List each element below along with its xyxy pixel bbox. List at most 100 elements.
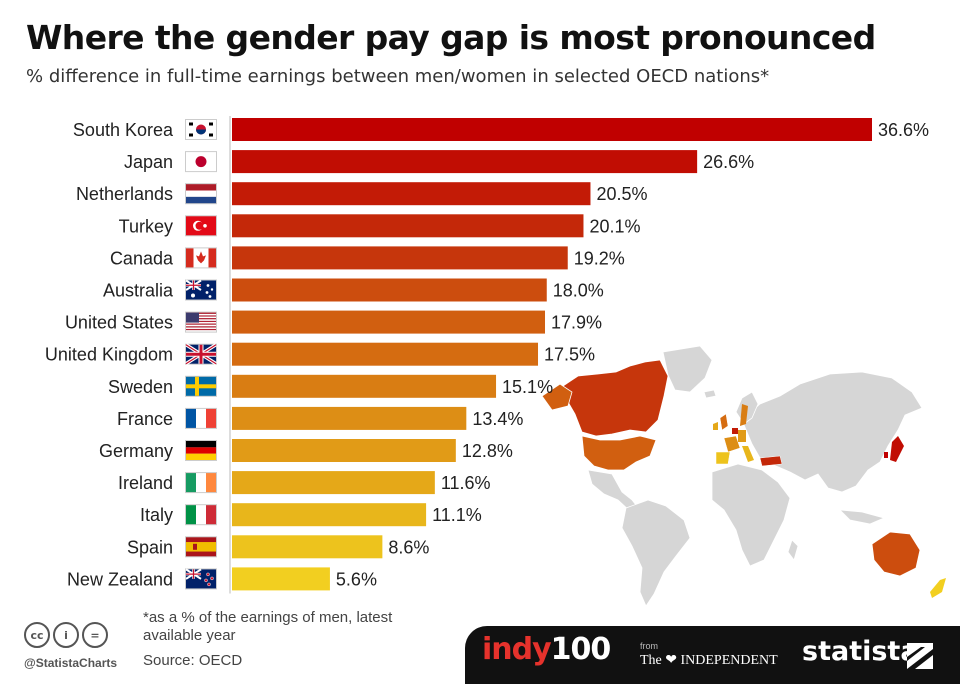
spain-flag-icon: [185, 536, 217, 558]
greenland-shape: [662, 345, 713, 393]
bar-germany: [232, 439, 456, 462]
category-label: New Zealand: [67, 569, 173, 589]
footnote: *as a % of the earnings of men, latest a…: [143, 609, 393, 644]
statista-logo: statista: [802, 636, 919, 667]
value-label: 11.1%: [432, 505, 482, 525]
madagascar-shape: [787, 539, 799, 561]
bar-spain: [232, 535, 383, 559]
canada-flag-icon: [185, 247, 217, 269]
from-label: from: [640, 641, 658, 651]
africa-shape: [711, 463, 791, 567]
category-label: South Korea: [73, 120, 174, 140]
value-label: 8.6%: [388, 537, 429, 557]
indy-word: indy: [482, 632, 552, 667]
value-label: 17.5%: [544, 345, 595, 365]
ireland-shape: [713, 422, 718, 430]
category-label: Germany: [99, 441, 173, 461]
category-label: Japan: [124, 152, 173, 172]
value-label: 26.6%: [703, 152, 754, 172]
category-label: Australia: [103, 281, 174, 301]
netherlands-shape: [732, 428, 738, 434]
usa-shape: [581, 435, 657, 471]
new-zealand-flag-icon: [185, 568, 217, 590]
chart-subtitle: % difference in full-time earnings betwe…: [26, 66, 770, 87]
germany-flag-icon: [185, 440, 217, 461]
alaska-shape: [541, 383, 573, 411]
sweden-flag-icon: [185, 375, 217, 397]
bar-italy: [232, 503, 427, 527]
bar-sweden: [232, 374, 497, 398]
italy-shape: [742, 446, 754, 462]
bar-turkey: [232, 214, 584, 238]
category-label: Canada: [110, 248, 174, 268]
japan-flag-icon: [185, 151, 217, 173]
bar-netherlands: [232, 182, 591, 206]
category-label: Ireland: [118, 473, 173, 493]
ireland-flag-icon: [185, 472, 217, 494]
bar-france: [232, 406, 467, 430]
category-label: United States: [65, 313, 173, 333]
value-label: 13.4%: [472, 409, 523, 429]
value-label: 36.6%: [878, 120, 929, 140]
sweden-shape: [740, 404, 748, 426]
footer-bar: [465, 626, 960, 684]
cc-icon: cc: [24, 622, 50, 648]
bar-new-zealand: [232, 567, 330, 591]
no-derivatives-icon: =: [82, 622, 108, 648]
statista-logo-icon: [907, 643, 933, 669]
category-label: France: [117, 409, 173, 429]
canada-shape: [559, 359, 669, 437]
bar-ireland: [232, 471, 435, 495]
uk-shape: [719, 413, 729, 431]
value-label: 19.2%: [574, 248, 625, 268]
south-america-shape: [621, 499, 691, 607]
bar-united-kingdom: [232, 342, 539, 366]
value-label: 20.1%: [589, 216, 640, 236]
indy-number: 100: [550, 632, 612, 667]
south-korea-shape: [884, 452, 888, 458]
new-zealand-shape: [930, 578, 946, 598]
italy-flag-icon: [185, 504, 217, 526]
usa-flag-icon: [185, 311, 217, 333]
bar-japan: [232, 150, 698, 174]
category-label: Sweden: [108, 377, 173, 397]
indy100-logo: indy100: [482, 632, 612, 667]
source-label: Source: OECD: [143, 652, 243, 669]
turkey-shape: [759, 455, 783, 467]
france-flag-icon: [185, 407, 217, 429]
category-label: Turkey: [119, 216, 173, 236]
category-label: Netherlands: [76, 184, 173, 204]
category-label: United Kingdom: [45, 345, 173, 365]
netherlands-flag-icon: [185, 183, 217, 205]
germany-shape: [738, 430, 746, 442]
bar-australia: [232, 278, 547, 302]
uk-flag-icon: [185, 343, 217, 366]
license-icons: cc i =: [24, 622, 108, 648]
south-korea-flag-icon: [185, 119, 217, 140]
value-label: 17.9%: [551, 313, 602, 333]
bar-south-korea: [232, 118, 872, 141]
turkey-flag-icon: [185, 215, 217, 237]
spain-shape: [715, 451, 731, 465]
chart-title: Where the gender pay gap is most pronoun…: [26, 18, 876, 57]
value-label: 12.8%: [462, 441, 513, 461]
category-label: Italy: [140, 505, 173, 525]
independent-logo: The ❤ INDEPENDENT: [640, 653, 778, 668]
australia-flag-icon: [185, 279, 217, 301]
bar-canada: [232, 246, 568, 270]
indonesia-shape: [838, 509, 886, 525]
value-label: 11.6%: [441, 473, 491, 493]
japan-shape: [890, 436, 904, 462]
australia-shape: [871, 531, 921, 577]
france-shape: [723, 435, 741, 453]
category-label: Spain: [127, 537, 173, 557]
iceland-shape: [703, 389, 717, 399]
statista-charts-handle: @StatistaCharts: [24, 656, 118, 670]
value-label: 20.5%: [596, 184, 647, 204]
value-label: 18.0%: [553, 281, 604, 301]
value-label: 5.6%: [336, 569, 377, 589]
bar-united-states: [232, 310, 546, 334]
attribution-icon: i: [53, 622, 79, 648]
value-label: 15.1%: [502, 377, 553, 397]
